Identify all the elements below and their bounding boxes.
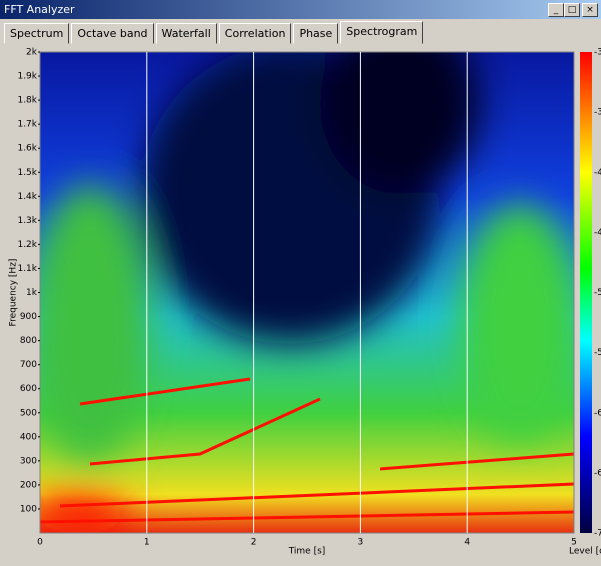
y-tick-label: 1.9k <box>17 72 37 82</box>
heatmap <box>40 52 574 533</box>
x-tick-label: 5 <box>571 538 577 548</box>
window-title: FFT Analyzer <box>4 3 75 16</box>
y-tick-label: 800 <box>20 336 37 346</box>
y-tick-label: 200 <box>20 480 37 490</box>
x-tick-label: 3 <box>358 538 364 548</box>
y-tick-label: 400 <box>20 432 37 442</box>
x-axis-label: Time [s] <box>288 547 326 557</box>
y-tick-label: 700 <box>20 360 37 370</box>
colorbar-label: -7 <box>594 529 601 539</box>
title-bar: FFT Analyzer _ □ × <box>0 0 601 19</box>
y-tick-label: 1.8k <box>17 96 37 106</box>
y-tick-label: 300 <box>20 456 37 466</box>
y-tick-label: 1.5k <box>17 168 37 178</box>
y-tick-label: 1.4k <box>17 192 37 202</box>
colorbar-label: -5 <box>594 288 601 298</box>
y-tick-label: 100 <box>20 504 37 514</box>
x-tick-label: 2 <box>251 538 257 548</box>
colorbar <box>580 52 592 533</box>
close-button[interactable]: × <box>582 3 598 17</box>
x-tick-label: 0 <box>37 538 43 548</box>
spectrogram-chart: 100 200 300 400 500 600 700 800 900 1k 1.1k 1.2k 1.3… <box>9 48 601 557</box>
tab[interactable]: Phase <box>293 23 339 44</box>
y-tick-label: 1k <box>26 288 38 298</box>
colorbar-label: -6 <box>594 408 601 418</box>
tab[interactable]: Spectrum <box>4 23 70 44</box>
colorbar-label: -4 <box>594 168 601 178</box>
tab[interactable]: Waterfall <box>155 23 217 44</box>
colorbar-label: -6 <box>594 468 601 478</box>
y-tick-label: 600 <box>20 384 37 394</box>
y-tick-label: 900 <box>20 312 37 322</box>
x-tick-label: 4 <box>464 538 470 548</box>
y-tick-label: 2k <box>26 48 38 58</box>
x-tick-label: 1 <box>144 538 150 548</box>
tab[interactable]: Octave band <box>71 23 154 44</box>
y-tick-label: 500 <box>20 408 37 418</box>
y-tick-label: 1.1k <box>17 264 37 274</box>
y-tick-label: 1.3k <box>17 216 37 226</box>
restore-button[interactable]: □ <box>564 3 580 17</box>
y-tick-label: 1.6k <box>17 144 37 154</box>
colorbar-label: -5 <box>594 348 601 358</box>
tab[interactable]: Correlation <box>218 23 292 44</box>
tab[interactable]: Spectrogram <box>340 21 424 44</box>
y-axis-label: Frequency [Hz] <box>9 259 19 327</box>
y-tick-label: 1.2k <box>17 240 37 250</box>
minimize-button[interactable]: _ <box>548 3 564 17</box>
y-tick-label: 1.7k <box>17 120 37 130</box>
colorbar-title: Level [d <box>569 547 601 557</box>
colorbar-label: -4 <box>594 228 601 238</box>
colorbar-label: -3 <box>594 108 601 118</box>
colorbar-label: -3 <box>594 48 601 58</box>
tab-bar: Spectrum Octave band Waterfall Correlation P… <box>4 21 425 44</box>
